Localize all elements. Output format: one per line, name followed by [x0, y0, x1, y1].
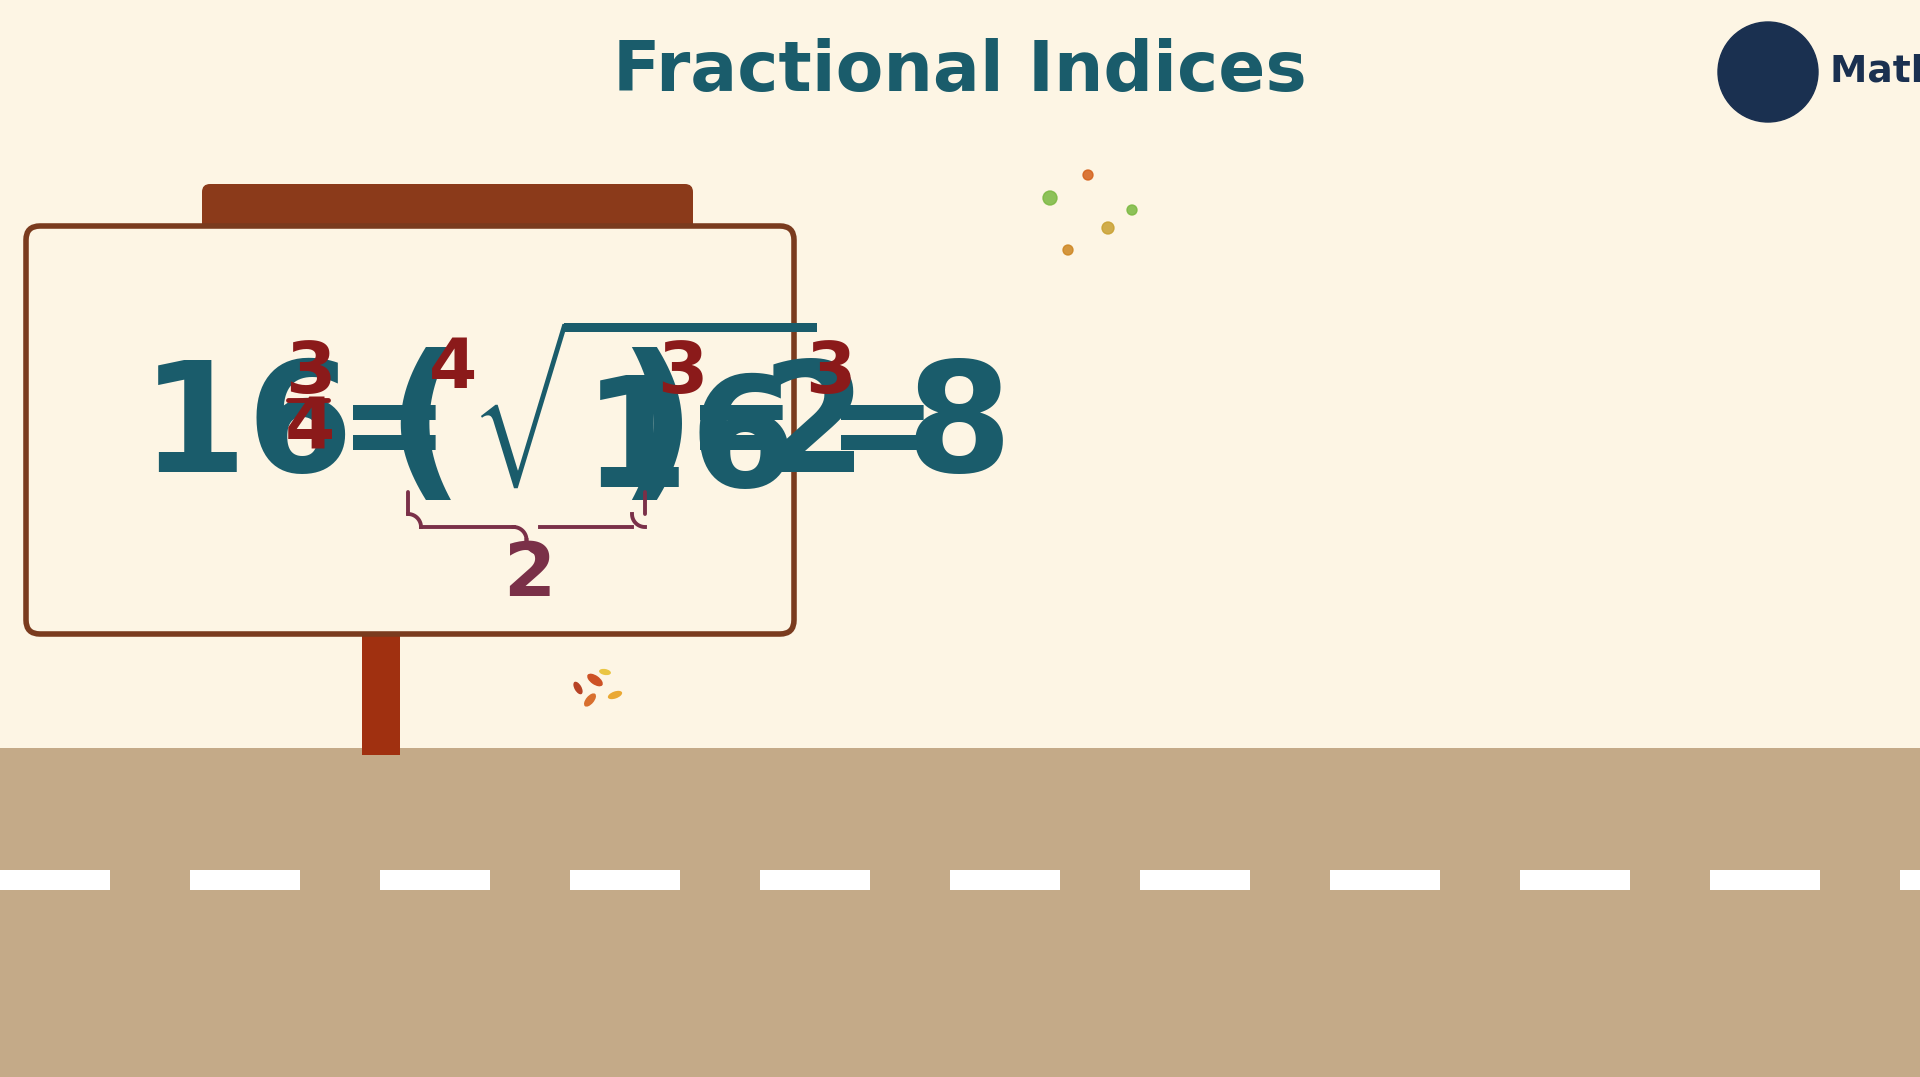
Bar: [0, 749, 1920, 1077]
Bar: [1901, 870, 1920, 890]
Text: $\mathbf{16}$: $\mathbf{16}$: [140, 355, 346, 504]
Bar: [1521, 870, 1630, 890]
Bar: [950, 870, 1060, 890]
Bar: [380, 870, 490, 890]
Text: $\mathbf{\sqrt{16}}$: $\mathbf{\sqrt{16}}$: [470, 340, 816, 520]
Text: $\mathbf{=}$: $\mathbf{=}$: [313, 366, 438, 493]
Text: $\mathbf{)}$: $\mathbf{)}$: [616, 347, 684, 513]
Circle shape: [1083, 170, 1092, 180]
Bar: [1711, 870, 1820, 890]
Ellipse shape: [599, 669, 611, 675]
Ellipse shape: [609, 690, 622, 699]
Text: $\mathbf{4}$: $\mathbf{4}$: [284, 393, 332, 462]
Ellipse shape: [588, 673, 603, 686]
Bar: [0, 870, 109, 890]
Text: $\mathbf{3}$: $\mathbf{3}$: [284, 338, 332, 407]
Text: $\mathbf{3}$: $\mathbf{3}$: [657, 338, 703, 407]
Text: $\mathbf{(}$: $\mathbf{(}$: [384, 347, 451, 513]
Bar: [760, 870, 870, 890]
Circle shape: [1064, 244, 1073, 255]
Circle shape: [1043, 191, 1058, 205]
Ellipse shape: [574, 682, 582, 695]
Text: $\mathbf{=}$: $\mathbf{=}$: [801, 366, 925, 493]
FancyBboxPatch shape: [202, 184, 693, 268]
Text: $\mathbf{=}$: $\mathbf{=}$: [660, 366, 783, 493]
Text: $\mathbf{2}$: $\mathbf{2}$: [760, 355, 854, 504]
Circle shape: [1718, 22, 1818, 122]
FancyBboxPatch shape: [27, 226, 795, 634]
Text: Fractional Indices: Fractional Indices: [612, 39, 1308, 106]
Circle shape: [1102, 222, 1114, 234]
Bar: [190, 870, 300, 890]
Text: $\mathbf{3}$: $\mathbf{3}$: [804, 338, 851, 407]
Circle shape: [1127, 205, 1137, 215]
Bar: [363, 605, 399, 755]
Text: $\mathbf{2}$: $\mathbf{2}$: [503, 540, 551, 613]
Text: $\mathbf{4}$: $\mathbf{4}$: [428, 335, 476, 402]
Bar: [1331, 870, 1440, 890]
Text: $\mathbf{8}$: $\mathbf{8}$: [904, 355, 1004, 504]
Ellipse shape: [584, 694, 595, 707]
Bar: [570, 870, 680, 890]
Text: Maths Angel: Maths Angel: [1830, 54, 1920, 90]
Bar: [1140, 870, 1250, 890]
